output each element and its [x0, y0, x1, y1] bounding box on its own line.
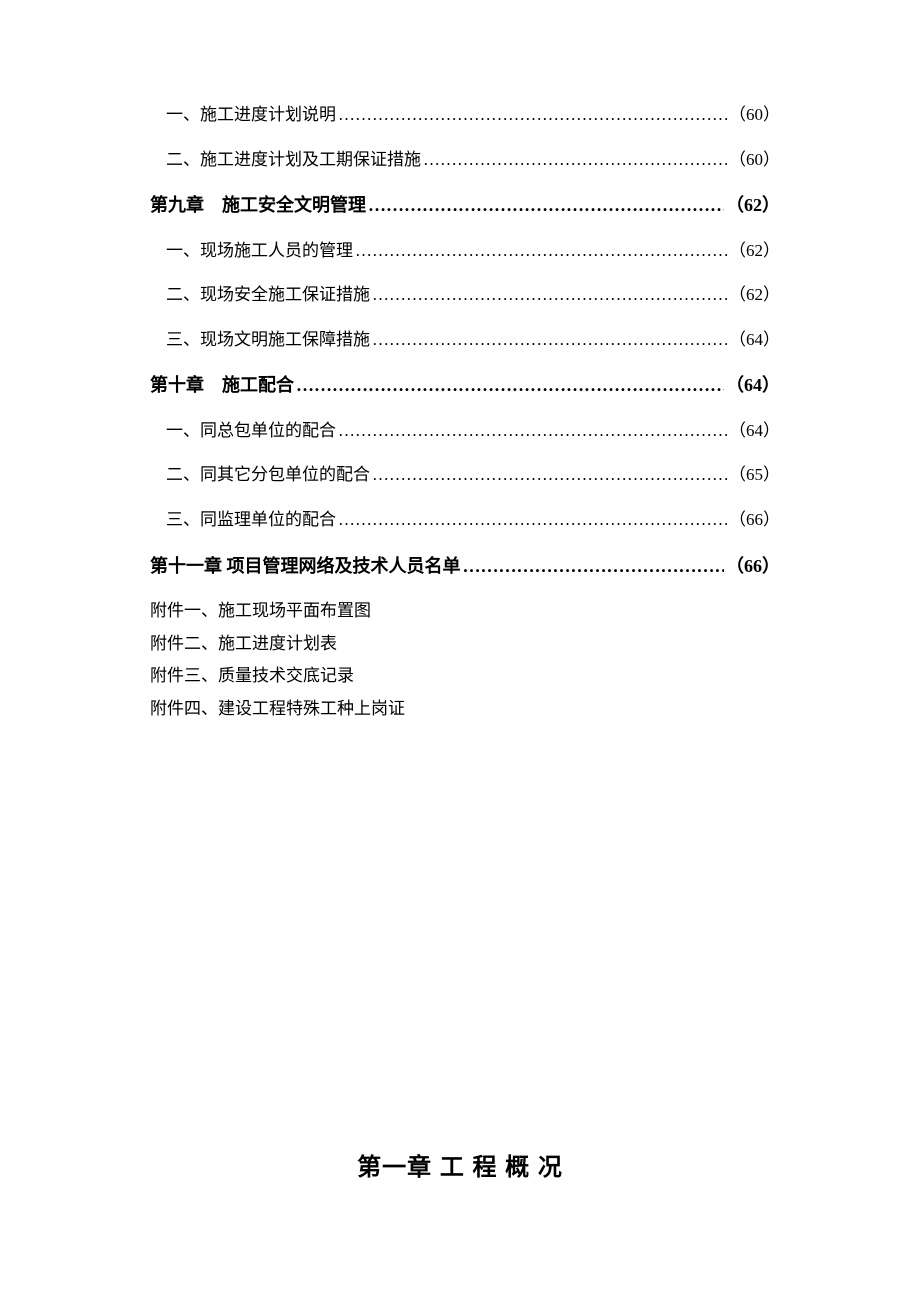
toc-chapter-row: 第九章 施工安全文明管理…………………………………………………………………………… [150, 189, 780, 221]
toc-page-number: （64） [729, 325, 780, 356]
toc-page-number: （62） [729, 280, 780, 311]
toc-page-number: （64） [729, 416, 780, 447]
appendix-item: 附件三、质量技术交底记录 [150, 661, 780, 692]
appendix-item: 附件一、施工现场平面布置图 [150, 596, 780, 627]
toc-leader-dots: ………………………………………………………………………………………………………… [338, 100, 727, 131]
toc-entry-label: 一、同总包单位的配合 [150, 416, 336, 447]
toc-leader-dots: ………………………………………………………………………………………………………… [338, 505, 727, 536]
toc-entry-label: 第九章 施工安全文明管理 [150, 189, 366, 221]
toc-entry-label: 三、同监理单位的配合 [150, 505, 336, 536]
toc-leader-dots: ………………………………………………………………………………………………………… [372, 325, 727, 356]
toc-leader-dots: ………………………………………………………………………………………………………… [355, 236, 727, 267]
appendix-item: 附件四、建设工程特殊工种上岗证 [150, 694, 780, 725]
toc-page-number: （64） [726, 369, 780, 401]
toc-chapter-row: 第十章 施工配合……………………………………………………………………………………… [150, 369, 780, 401]
toc-entry-label: 第十章 施工配合 [150, 369, 294, 401]
toc-entry-label: 二、施工进度计划及工期保证措施 [150, 145, 421, 176]
toc-sub-row: 三、现场文明施工保障措施…………………………………………………………………………… [150, 325, 780, 356]
toc-leader-dots: ………………………………………………………………………………………………………… [372, 280, 727, 311]
toc-leader-dots: ………………………………………………………………………………………………………… [338, 416, 727, 447]
toc-entry-label: 二、现场安全施工保证措施 [150, 280, 370, 311]
table-of-contents: 一、施工进度计划说明………………………………………………………………………………… [150, 100, 780, 582]
toc-leader-dots: ………………………………………………………………………………………………………… [463, 550, 725, 582]
toc-page-number: （62） [726, 189, 780, 221]
toc-sub-row: 二、现场安全施工保证措施…………………………………………………………………………… [150, 280, 780, 311]
toc-page-number: （60） [729, 145, 780, 176]
toc-sub-row: 二、施工进度计划及工期保证措施…………………………………………………………………… [150, 145, 780, 176]
toc-entry-label: 三、现场文明施工保障措施 [150, 325, 370, 356]
document-page: 一、施工进度计划说明………………………………………………………………………………… [0, 0, 920, 724]
toc-leader-dots: ………………………………………………………………………………………………………… [372, 460, 727, 491]
toc-chapter-row: 第十一章 项目管理网络及技术人员名单…………………………………………………………… [150, 550, 780, 582]
toc-sub-row: 一、同总包单位的配合………………………………………………………………………………… [150, 416, 780, 447]
toc-page-number: （60） [729, 100, 780, 131]
toc-sub-row: 三、同监理单位的配合………………………………………………………………………………… [150, 505, 780, 536]
toc-entry-label: 一、现场施工人员的管理 [150, 236, 353, 267]
toc-leader-dots: ………………………………………………………………………………………………………… [423, 145, 727, 176]
appendix-item: 附件二、施工进度计划表 [150, 629, 780, 660]
toc-entry-label: 二、同其它分包单位的配合 [150, 460, 370, 491]
toc-sub-row: 一、施工进度计划说明………………………………………………………………………………… [150, 100, 780, 131]
toc-leader-dots: ………………………………………………………………………………………………………… [296, 369, 724, 401]
toc-sub-row: 二、同其它分包单位的配合…………………………………………………………………………… [150, 460, 780, 491]
toc-page-number: （66） [729, 505, 780, 536]
toc-entry-label: 第十一章 项目管理网络及技术人员名单 [150, 550, 461, 582]
toc-sub-row: 一、现场施工人员的管理……………………………………………………………………………… [150, 236, 780, 267]
toc-page-number: （66） [726, 550, 780, 582]
toc-page-number: （62） [729, 236, 780, 267]
toc-entry-label: 一、施工进度计划说明 [150, 100, 336, 131]
toc-page-number: （65） [729, 460, 780, 491]
chapter-heading: 第一章 工 程 概 况 [0, 1147, 920, 1182]
toc-leader-dots: ………………………………………………………………………………………………………… [368, 189, 724, 221]
appendix-list: 附件一、施工现场平面布置图附件二、施工进度计划表附件三、质量技术交底记录附件四、… [150, 596, 780, 724]
